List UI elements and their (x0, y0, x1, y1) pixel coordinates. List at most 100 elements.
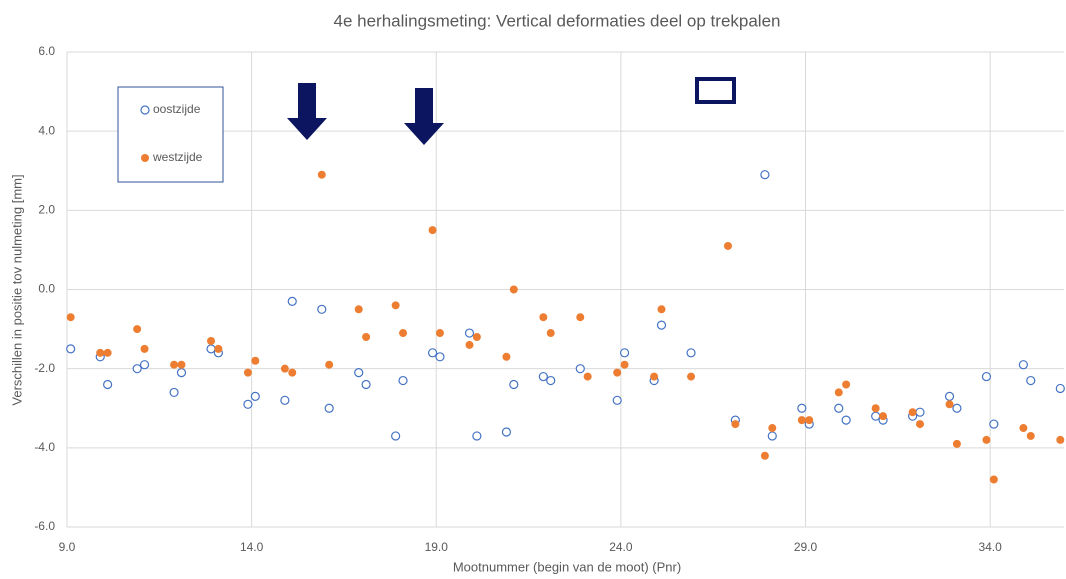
point (509, 285, 518, 294)
point (767, 431, 777, 441)
point (133, 325, 142, 334)
point (435, 329, 444, 338)
point (797, 403, 807, 413)
arrow (404, 88, 444, 145)
point (399, 329, 408, 338)
x-axis-label: Mootnummer (begin van de moot) (Pnr) (453, 559, 681, 574)
point (538, 371, 548, 382)
point (472, 431, 482, 441)
point (66, 344, 76, 354)
y-tick-label: 6.0 (38, 44, 55, 58)
y-axis-label: Verschillen in positie tov nulmeting [mm… (9, 174, 24, 405)
point (687, 372, 696, 381)
point (656, 320, 667, 330)
point (354, 305, 363, 314)
point (1026, 375, 1036, 386)
x-tick-label: 29.0 (794, 540, 818, 554)
point (1019, 424, 1028, 433)
point (575, 364, 585, 374)
point (361, 379, 371, 390)
point (176, 368, 187, 378)
point (472, 333, 481, 341)
point (287, 296, 297, 306)
x-tick-label: 34.0 (978, 540, 1002, 554)
point (879, 412, 888, 421)
point (398, 375, 408, 386)
point (612, 395, 622, 405)
point (280, 395, 290, 405)
legend-box (117, 86, 224, 183)
point (657, 305, 666, 314)
point (871, 404, 880, 413)
point (427, 348, 438, 358)
point (539, 313, 548, 322)
point (723, 241, 732, 250)
x-tick-label: 19.0 (425, 540, 449, 554)
point (325, 360, 334, 369)
point (435, 352, 445, 362)
y-tick-label: -4.0 (34, 440, 55, 454)
point (982, 435, 991, 444)
point (214, 344, 223, 353)
point (834, 403, 844, 413)
point (66, 313, 75, 322)
point (944, 391, 955, 401)
point (805, 416, 814, 425)
point (619, 348, 630, 358)
y-tick-label: -6.0 (34, 519, 55, 533)
point (103, 348, 112, 357)
point (981, 371, 992, 382)
point (613, 368, 622, 377)
point (250, 391, 260, 401)
point (1056, 435, 1065, 444)
point (207, 336, 216, 345)
point (915, 420, 924, 429)
point (428, 226, 437, 235)
y-tick-label: 0.0 (38, 282, 55, 296)
highlight-box (695, 77, 736, 104)
point (96, 348, 105, 357)
y-tick-label: -2.0 (34, 361, 55, 375)
point (686, 348, 696, 358)
point (243, 368, 252, 377)
point (502, 352, 511, 361)
point (583, 372, 592, 381)
point (1018, 360, 1028, 370)
point (169, 387, 179, 398)
point (140, 344, 149, 353)
point (170, 360, 179, 369)
point (354, 368, 364, 378)
point (768, 424, 777, 433)
point (1026, 431, 1035, 440)
point (760, 170, 770, 180)
legend-marker (140, 105, 150, 115)
point (871, 411, 881, 421)
point (177, 360, 186, 369)
point (731, 420, 740, 429)
point (206, 344, 216, 354)
point (952, 439, 961, 448)
point (501, 427, 512, 437)
legend-label: oostzijde (153, 102, 201, 116)
point (251, 356, 260, 365)
point (391, 301, 400, 310)
point (362, 333, 371, 341)
point (103, 379, 113, 390)
point (797, 416, 806, 425)
arrow (287, 83, 327, 140)
chart-title: 4e herhalingsmeting: Vertical deformatie… (334, 11, 781, 30)
point (945, 400, 954, 409)
point (280, 364, 289, 373)
y-tick-label: 2.0 (38, 203, 55, 217)
point (465, 340, 474, 349)
point (391, 431, 401, 441)
point (989, 419, 999, 429)
point (139, 360, 150, 370)
point (989, 475, 998, 484)
y-tick-label: 4.0 (38, 123, 55, 137)
point (288, 368, 297, 377)
x-tick-label: 24.0 (609, 540, 633, 554)
point (317, 170, 326, 179)
grid: -6.0 -4.0 -2.0 0.0 2.0 4.0 6.0 9.0 14.0 19.0 24.0 2… (34, 44, 1064, 554)
